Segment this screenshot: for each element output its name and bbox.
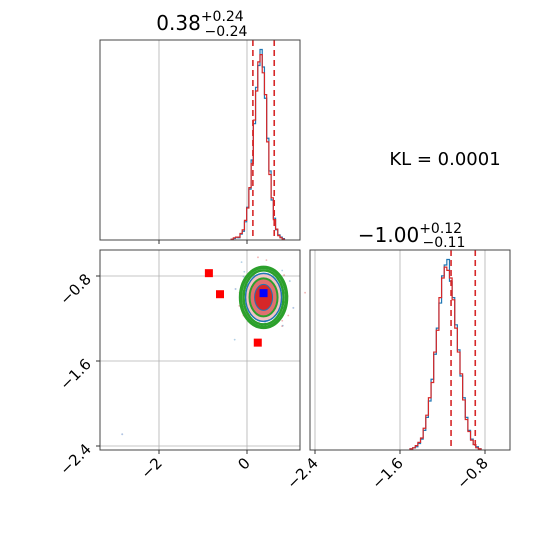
title-param2: −1.00+0.12 <box>358 221 462 247</box>
ytick-label: −1.6 <box>56 355 94 393</box>
axes-frame-joint <box>99 249 301 451</box>
kl-annotation: KL = 0.0001 <box>389 149 500 170</box>
sample-point <box>265 259 268 262</box>
marginal-hist-param1: 0.38+0.24 −0.24 <box>99 9 301 244</box>
density-contour <box>254 283 274 311</box>
sample-point <box>233 338 236 341</box>
xtick-label: −2 <box>137 454 165 482</box>
sample-point <box>240 261 243 263</box>
xtick-label: −2.4 <box>283 454 321 492</box>
sample-point <box>283 274 286 276</box>
red-square-marker <box>216 290 224 299</box>
title-plus: +0.12 <box>419 221 462 237</box>
hist-step-line-red <box>409 266 482 450</box>
joint-contours <box>238 265 289 330</box>
hist-series-param2 <box>409 258 482 450</box>
red-square-marker <box>204 269 213 278</box>
density-contour <box>242 269 285 326</box>
ytick-label: −0.8 <box>56 270 94 308</box>
sample-point <box>288 280 291 282</box>
red-square-marker <box>253 338 262 347</box>
sample-point <box>243 270 246 273</box>
title-minus: −0.11 <box>423 235 466 251</box>
density-contour <box>238 265 289 330</box>
title-median: −1.00 <box>358 223 419 247</box>
blue-square-marker <box>259 289 268 298</box>
sample-point <box>281 319 284 322</box>
xtick-label: −1.6 <box>368 454 406 492</box>
sample-point <box>281 325 283 327</box>
marginal-hist-param2: −2.4 −1.6 −0.8 −1.00+0.12 −0.11 <box>283 221 511 493</box>
sample-point <box>281 269 284 272</box>
quantile-lines-param1 <box>252 40 276 240</box>
joint-markers <box>204 269 268 347</box>
title-param1: 0.38+0.24 <box>156 9 244 35</box>
axes-frame-param2 <box>309 249 511 451</box>
sample-point <box>287 314 290 317</box>
xtick-label: −0.8 <box>453 454 491 492</box>
hist-series-param1 <box>230 48 286 240</box>
sample-point <box>242 275 245 278</box>
ytick-label: −2.4 <box>56 440 94 478</box>
hist-step-line-red <box>230 54 286 240</box>
sample-point <box>257 256 259 259</box>
xtick-label: 0 <box>234 454 253 473</box>
joint-panel: −2 0 −0.8 −1.6 −2.4 <box>56 249 306 482</box>
hist-step-line-blue <box>409 258 482 450</box>
sample-point <box>304 291 306 294</box>
outlier-point <box>292 306 295 309</box>
quantile-lines-param2 <box>450 250 477 450</box>
sample-point <box>281 324 284 327</box>
axes-frame-param1 <box>99 39 301 241</box>
outlier-point <box>121 433 124 436</box>
title-minus: −0.24 <box>205 24 248 40</box>
title-median: 0.38 <box>156 11 201 35</box>
title-plus: +0.24 <box>201 9 244 25</box>
outlier-point <box>234 287 237 290</box>
